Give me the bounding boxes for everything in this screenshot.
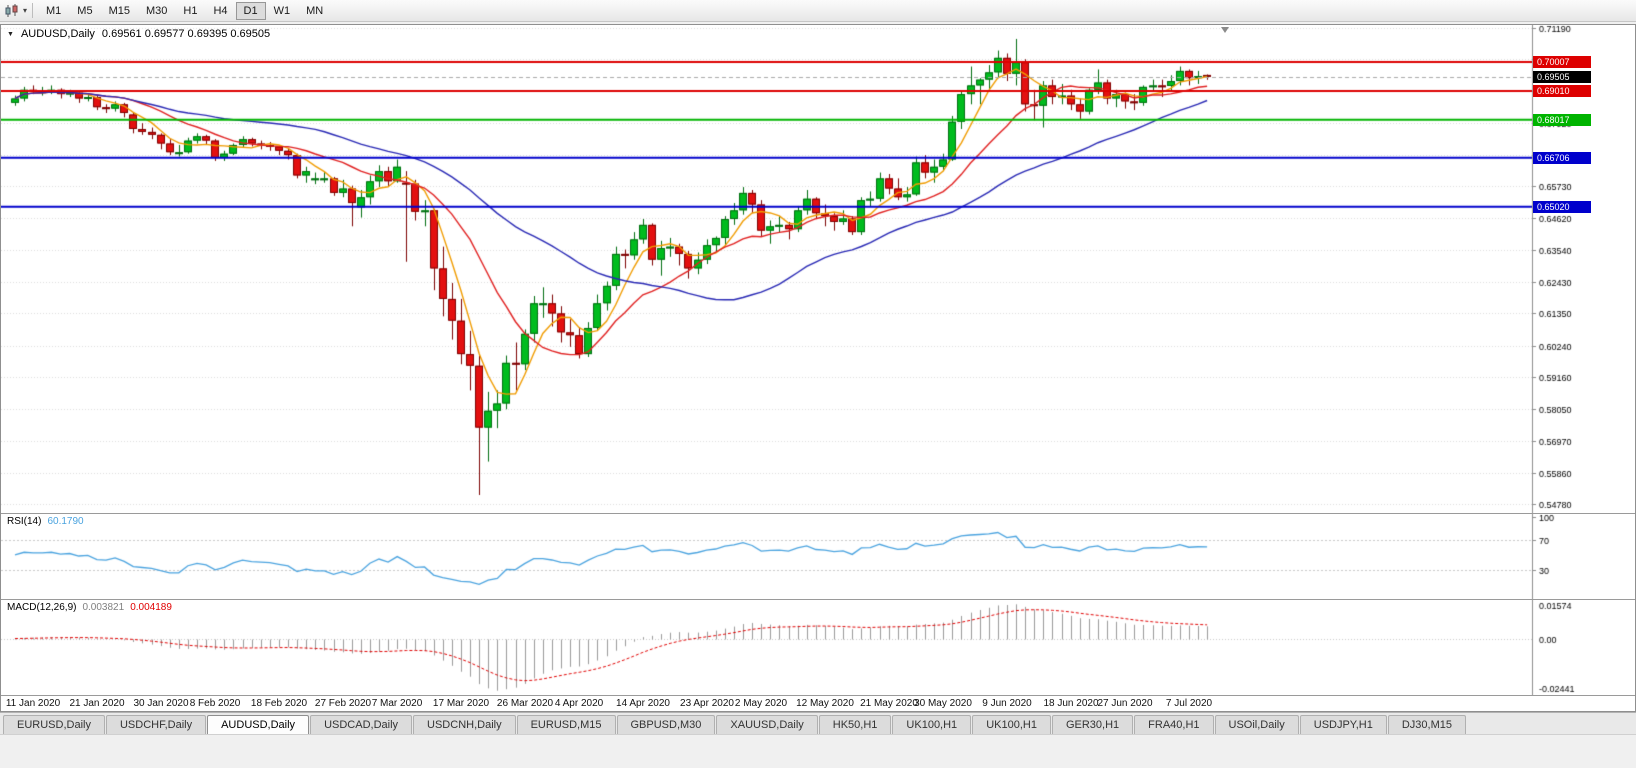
date-label: 17 Mar 2020 [432,698,490,709]
date-label: 23 Apr 2020 [680,698,734,709]
date-label: 4 Apr 2020 [554,698,604,709]
timeframe-button-w1[interactable]: W1 [273,4,291,17]
hline-price-tag[interactable]: 0.68017 [1533,114,1591,126]
time-axis: 11 Jan 2020 21 Jan 2020 30 Jan 2020 8 Feb 2… [1,695,1635,711]
chart-shift-marker[interactable] [1221,27,1230,33]
chart-tab-usdcad-daily[interactable]: USDCAD,Daily [310,715,413,734]
timeframe-button-m30[interactable]: M30 [145,4,168,17]
date-label: 18 Jun 2020 [1043,698,1099,709]
date-label: 27 Jun 2020 [1097,698,1153,709]
date-label: 7 Jul 2020 [1165,698,1213,709]
date-label: 30 Jan 2020 [133,698,189,709]
main-chart-overlay: 0.70007 0.69010 0.68017 0.66706 0.65020 0.695… [1,25,1635,513]
macd-panel: MACD(12,26,9) 0.003821 0.004189 [1,599,1635,695]
rsi-canvas[interactable] [1,514,1635,599]
main-chart-canvas[interactable] [1,25,1635,513]
timeframe-button-m5[interactable]: M5 [77,4,93,17]
date-label: 18 Feb 2020 [250,698,308,709]
date-label: 2 May 2020 [734,698,788,709]
chart-tab-audusd-daily[interactable]: AUDUSD,Daily [207,715,310,734]
chart-tab-dj30-m15[interactable]: DJ30,M15 [1387,715,1466,734]
chart-tab-usoil-daily[interactable]: USOil,Daily [1214,715,1299,734]
top-toolbar: ▾ M1 M5 M15 M30 H1 H4 D1 W1 MN [0,0,1636,22]
chart-tab-usdchf-daily[interactable]: USDCHF,Daily [105,715,207,734]
hline-price-tag[interactable]: 0.66706 [1533,152,1591,164]
timeframe-button-m1[interactable]: M1 [46,4,62,17]
main-chart-panel: ▼ AUDUSD,Daily 0.69561 0.69577 0.69395 0… [1,25,1635,513]
chart-tab-uk100-h1[interactable]: UK100,H1 [972,715,1051,734]
toolbar-separator [32,3,34,18]
chart-tab-eurusd-daily[interactable]: EURUSD,Daily [3,715,105,734]
bid-price-tag[interactable]: 0.69505 [1533,71,1591,83]
timeframe-button-d1[interactable]: D1 [235,1,266,20]
chart-tab-hk50-h1[interactable]: HK50,H1 [818,715,892,734]
date-label: 30 May 2020 [914,698,972,709]
timeframe-button-mn[interactable]: MN [306,4,324,17]
date-label: 9 Jun 2020 [982,698,1032,709]
date-label: 21 May 2020 [860,698,918,709]
macd-canvas[interactable] [1,600,1635,695]
date-label: 8 Feb 2020 [189,698,241,709]
date-label: 21 Jan 2020 [69,698,125,709]
hline-price-tag[interactable]: 0.70007 [1533,56,1591,68]
date-label: 14 Apr 2020 [616,698,670,709]
date-label: 12 May 2020 [796,698,854,709]
date-label: 26 Mar 2020 [496,698,554,709]
chart-tab-usdcnh-daily[interactable]: USDCNH,Daily [413,715,516,734]
chart-tab-uk100-h1[interactable]: UK100,H1 [892,715,972,734]
hline-price-tag[interactable]: 0.69010 [1533,85,1591,97]
hline-price-tag[interactable]: 0.65020 [1533,201,1591,213]
chart-window: ▼ AUDUSD,Daily 0.69561 0.69577 0.69395 0… [0,24,1636,712]
timeframe-buttons: M1 M5 M15 M30 H1 H4 D1 W1 MN [38,1,331,20]
chart-tab-gbpusd-m30[interactable]: GBPUSD,M30 [616,715,716,734]
chart-tab-bar: EURUSD,Daily USDCHF,Daily AUDUSD,Daily USDC… [0,712,1636,734]
chart-tab-eurusd-m15[interactable]: EURUSD,M15 [516,715,616,734]
date-label: 27 Feb 2020 [314,698,372,709]
status-strip [0,734,1636,768]
candlestick-chart-icon[interactable] [4,3,20,18]
date-label: 7 Mar 2020 [371,698,423,709]
rsi-panel: RSI(14) 60.1790 [1,513,1635,599]
chart-tab-xauusd-daily[interactable]: XAUUSD,Daily [716,715,818,734]
timeframe-button-m15[interactable]: M15 [108,4,130,17]
timeframe-button-h1[interactable]: H1 [183,4,198,17]
chart-tab-ger30-h1[interactable]: GER30,H1 [1051,715,1134,734]
chart-tab-fra40-h1[interactable]: FRA40,H1 [1134,715,1214,734]
date-label: 11 Jan 2020 [5,698,61,709]
timeframe-button-h4[interactable]: H4 [213,4,228,17]
chart-tab-usdjpy-h1[interactable]: USDJPY,H1 [1299,715,1387,734]
chart-type-dropdown-icon[interactable]: ▾ [23,6,28,15]
